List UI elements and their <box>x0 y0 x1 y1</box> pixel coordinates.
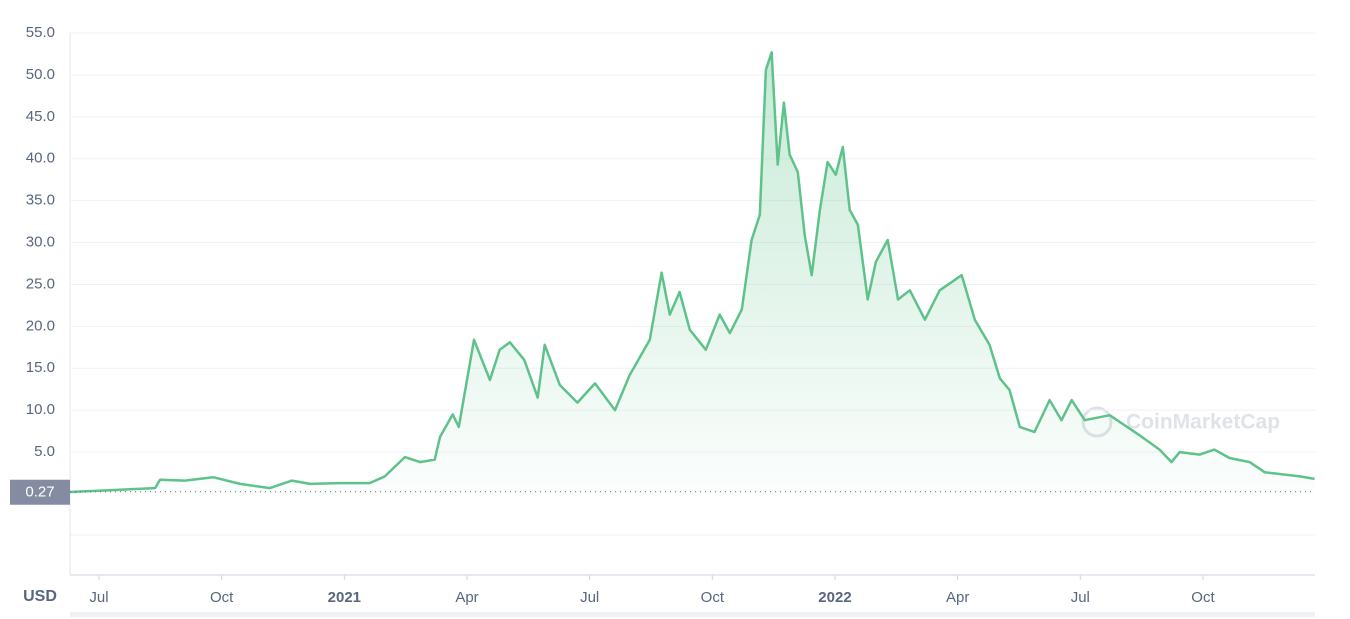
y-tick-label: 55.0 <box>26 24 55 41</box>
x-tick-label: Jul <box>580 589 599 606</box>
y-tick-label: 25.0 <box>26 275 55 292</box>
scroll-track <box>70 612 1315 617</box>
watermark-text: CoinMarketCap <box>1126 411 1280 434</box>
reference-label-box <box>10 479 70 505</box>
y-tick-label: 15.0 <box>26 359 55 376</box>
y-tick-label: 20.0 <box>26 317 55 334</box>
price-line <box>69 51 1315 494</box>
x-tick-label: Apr <box>455 589 478 606</box>
x-tick-label: Jul <box>89 589 108 606</box>
x-tick-label: Apr <box>946 589 969 606</box>
x-tick-label: Oct <box>1191 589 1215 606</box>
x-tick-label: 2021 <box>328 589 361 606</box>
y-tick-label: 45.0 <box>26 108 55 125</box>
y-tick-label: 10.0 <box>26 401 55 418</box>
y-tick-label: 30.0 <box>26 234 55 251</box>
x-tick-label: 2022 <box>818 589 851 606</box>
y-tick-label: 40.0 <box>26 150 55 167</box>
y-tick-label: 35.0 <box>26 192 55 209</box>
x-tick-label: Jul <box>1071 589 1090 606</box>
x-tick-label: Oct <box>210 589 234 606</box>
reference-label: 0.27 <box>25 484 54 501</box>
y-tick-label: 50.0 <box>26 66 55 83</box>
currency-label: USD <box>23 588 57 605</box>
y-tick-label: 5.0 <box>34 443 55 460</box>
x-tick-label: Oct <box>701 589 725 606</box>
